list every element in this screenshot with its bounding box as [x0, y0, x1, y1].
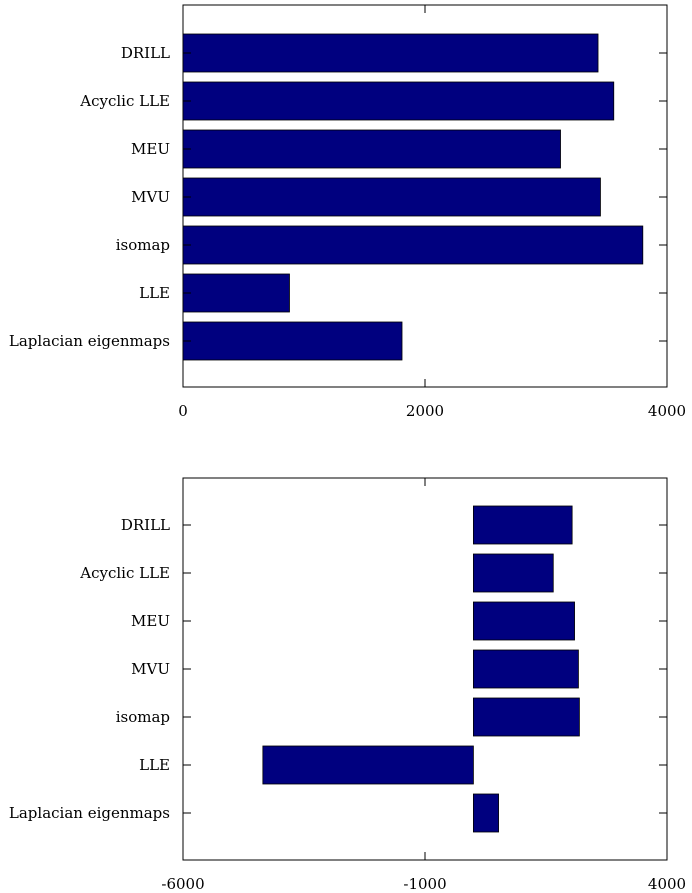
bar-isomap: [472, 697, 580, 737]
category-label-lle: LLE: [139, 756, 170, 774]
chart-bottom-panel: DRILL Acyclic LLE MEU MVU isomap LLE Laplacian…: [9, 477, 686, 893]
bar-isomap: [182, 225, 644, 265]
bar-laplacian-eigenmaps: [472, 793, 499, 833]
x-tick-label: 0: [178, 402, 188, 420]
x-tick-label: 2000: [406, 402, 444, 420]
category-label-isomap: isomap: [116, 708, 170, 726]
bar-lle: [182, 273, 290, 313]
plot-frame: [182, 477, 668, 861]
category-label-acyclic-lle: Acyclic LLE: [79, 564, 170, 582]
category-label-meu: MEU: [131, 140, 170, 158]
x-tick-label: -1000: [403, 875, 446, 893]
bar-drill: [472, 505, 573, 545]
bar-acyclic-lle: [182, 81, 615, 121]
bar-drill: [182, 33, 599, 73]
category-label-acyclic-lle: Acyclic LLE: [79, 92, 170, 110]
category-label-drill: DRILL: [121, 44, 170, 62]
bar-lle: [262, 745, 474, 785]
bar-meu: [472, 601, 575, 641]
category-label-isomap: isomap: [116, 236, 170, 254]
bar-laplacian-eigenmaps: [182, 321, 403, 361]
chart-top-panel: DRILL Acyclic LLE MEU MVU isomap LLE Laplacian…: [9, 4, 686, 420]
bar-acyclic-lle: [472, 553, 554, 593]
category-label-lle: LLE: [139, 284, 170, 302]
x-tick-label: -6000: [161, 875, 204, 893]
category-label-meu: MEU: [131, 612, 170, 630]
x-tick-label: 4000: [648, 402, 686, 420]
category-label-laplacian-eigenmaps: Laplacian eigenmaps: [9, 332, 170, 350]
bar-mvu: [182, 177, 601, 217]
bar-mvu: [472, 649, 579, 689]
category-label-drill: DRILL: [121, 516, 170, 534]
category-label-mvu: MVU: [131, 660, 170, 678]
x-tick-label: 4000: [648, 875, 686, 893]
category-label-mvu: MVU: [131, 188, 170, 206]
category-label-laplacian-eigenmaps: Laplacian eigenmaps: [9, 804, 170, 822]
bar-meu: [182, 129, 561, 169]
